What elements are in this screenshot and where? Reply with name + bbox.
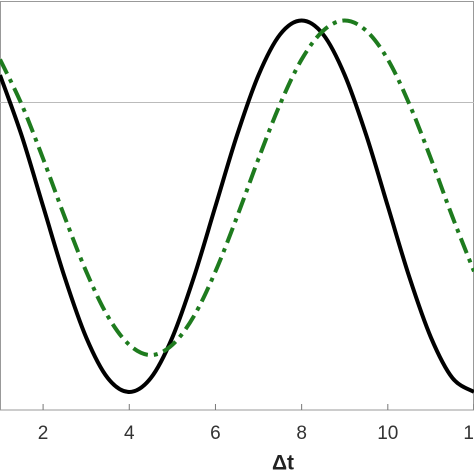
x-tick-label: 2 [38,423,49,444]
series-line [0,18,474,358]
x-tick-label: 6 [210,423,221,444]
x-tick-label: 10 [377,423,398,444]
x-axis-label: Δt [272,452,294,474]
x-tick-label: 4 [124,423,135,444]
plot-frame [0,1,474,411]
x-tick-label: 8 [296,423,307,444]
x-tick-label: 12 [463,423,474,444]
series-line [0,18,474,394]
